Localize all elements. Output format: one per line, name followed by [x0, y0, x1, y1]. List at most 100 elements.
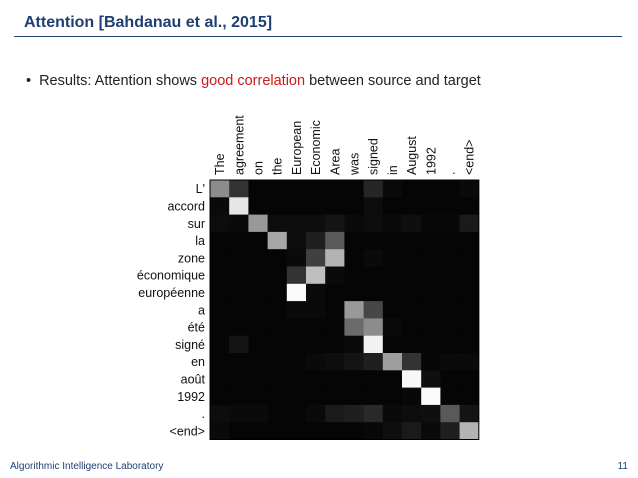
heatmap-cell-r13-c12: [440, 404, 460, 423]
heatmap-cell-r8-c4: [286, 318, 307, 337]
heatmap-cell-r0-c1: [229, 180, 249, 198]
heatmap-cell-r2-c4: [286, 214, 307, 233]
x-label-european: European: [290, 121, 304, 175]
y-label-sym: .: [202, 407, 205, 421]
heatmap-cell-r7-c11: [421, 301, 441, 319]
heatmap-cell-r10-c5: [306, 353, 326, 371]
heatmap-cell-r5-c11: [421, 266, 441, 285]
heatmap-cell-r13-c1: [229, 404, 249, 423]
heatmap-cell-r10-c12: [440, 353, 460, 371]
x-label-on: on: [252, 161, 266, 175]
heatmap-cell-r1-c3: [267, 197, 288, 215]
heatmap-cell-r13-c6: [325, 404, 345, 423]
heatmap-cell-r6-c2: [248, 283, 268, 302]
heatmap-cell-r4-c3: [267, 249, 288, 267]
heatmap-cell-r4-c11: [421, 249, 441, 267]
heatmap-cell-r7-c3: [267, 301, 288, 319]
heatmap-cell-r0-c2: [248, 180, 268, 198]
heatmap-cell-r3-c12: [440, 231, 460, 250]
y-label-signe: signé: [175, 338, 205, 352]
bullet-highlight: good correlation: [201, 73, 306, 89]
heatmap-cell-r8-c8: [363, 318, 384, 337]
heatmap-cell-r0-c7: [344, 180, 364, 198]
heatmap-cell-r10-c13: [459, 353, 480, 371]
heatmap-cell-r13-c0: [210, 404, 230, 423]
heatmap-cell-r4-c7: [344, 249, 364, 267]
heatmap-cell-r9-c10: [402, 335, 422, 354]
heatmap-cell-r2-c12: [440, 214, 460, 233]
x-label-the: The: [213, 153, 227, 175]
heatmap-cell-r0-c8: [363, 180, 384, 198]
heatmap-cell-r14-c3: [267, 422, 288, 440]
heatmap-cell-r6-c12: [440, 283, 460, 302]
heatmap-cell-r9-c12: [440, 335, 460, 354]
heatmap-cell-r6-c3: [267, 283, 288, 302]
heatmap-cell-r0-c10: [402, 180, 422, 198]
heatmap-cell-r6-c10: [402, 283, 422, 302]
heatmap-cell-r1-c4: [286, 197, 307, 215]
heatmap-cell-r2-c5: [306, 214, 326, 233]
bullet-point: • Results: Attention shows good correlati…: [26, 73, 481, 89]
y-label-a: a: [198, 303, 205, 317]
heatmap-cell-r14-c12: [440, 422, 460, 440]
heatmap-cell-r9-c0: [210, 335, 230, 354]
heatmap-cell-r13-c4: [286, 404, 307, 423]
heatmap-cell-r3-c1: [229, 231, 249, 250]
heatmap-cell-r13-c9: [382, 404, 403, 423]
heatmap-cell-r1-c2: [248, 197, 268, 215]
heatmap-border: [209, 179, 480, 440]
y-label-accord: accord: [167, 199, 205, 213]
heatmap-cell-r2-c7: [344, 214, 364, 233]
heatmap-cell-r9-c13: [459, 335, 480, 354]
heatmap-cell-r10-c2: [248, 353, 268, 371]
heatmap-cell-r14-c13: [459, 422, 480, 440]
heatmap-cell-r10-c1: [229, 353, 249, 371]
heatmap-cell-r7-c1: [229, 301, 249, 319]
x-label-agreement: agreement: [232, 115, 246, 175]
heatmap-cell-r12-c11: [421, 387, 441, 406]
heatmap-cell-r10-c0: [210, 353, 230, 371]
heatmap-cell-r12-c12: [440, 387, 460, 406]
heatmap-cell-r7-c4: [286, 301, 307, 319]
heatmap-cell-r5-c2: [248, 266, 268, 285]
heatmap-cell-r4-c13: [459, 249, 480, 267]
heatmap-cell-r14-c6: [325, 422, 345, 440]
bullet-text-suffix: between source and target: [305, 73, 481, 89]
heatmap-cell-r2-c6: [325, 214, 345, 233]
heatmap-cell-r7-c5: [306, 301, 326, 319]
heatmap-cell-r6-c9: [382, 283, 403, 302]
heatmap-cell-r8-c0: [210, 318, 230, 337]
heatmap-cell-r14-c11: [421, 422, 441, 440]
footer-lab-name: Algorithmic Intelligence Laboratory: [10, 461, 164, 472]
heatmap-cell-r7-c6: [325, 301, 345, 319]
heatmap-cell-r14-c9: [382, 422, 403, 440]
heatmap-cell-r1-c1: [229, 197, 249, 215]
heatmap-cell-r7-c7: [344, 301, 364, 319]
heatmap-cell-r2-c0: [210, 214, 230, 233]
heatmap-cell-r11-c12: [440, 370, 460, 388]
heatmap-cell-r12-c7: [344, 387, 364, 406]
heatmap-cell-r12-c1: [229, 387, 249, 406]
heatmap-cell-r3-c8: [363, 231, 384, 250]
heatmap-cell-r9-c8: [363, 335, 384, 354]
heatmap-cell-r10-c8: [363, 353, 384, 371]
heatmap-cell-r2-c1: [229, 214, 249, 233]
heatmap-cell-r4-c0: [210, 249, 230, 267]
heatmap-cell-r11-c2: [248, 370, 268, 388]
heatmap-cell-r5-c10: [402, 266, 422, 285]
heatmap-cell-r11-c1: [229, 370, 249, 388]
bullet-dot-icon: •: [26, 73, 32, 89]
heatmap-cell-r6-c0: [210, 283, 230, 302]
heatmap-cell-r3-c10: [402, 231, 422, 250]
heatmap-cell-r7-c12: [440, 301, 460, 319]
heatmap-cell-r11-c9: [382, 370, 403, 388]
heatmap-cell-r12-c10: [402, 387, 422, 406]
heatmap-cell-r6-c13: [459, 283, 480, 302]
heatmap-cell-r10-c6: [325, 353, 345, 371]
heatmap-cell-r4-c12: [440, 249, 460, 267]
heatmap-cell-r9-c2: [248, 335, 268, 354]
heatmap-cell-r9-c5: [306, 335, 326, 354]
heatmap-cell-r14-c10: [402, 422, 422, 440]
heatmap-cell-r13-c2: [248, 404, 268, 423]
heatmap-cell-r4-c2: [248, 249, 268, 267]
